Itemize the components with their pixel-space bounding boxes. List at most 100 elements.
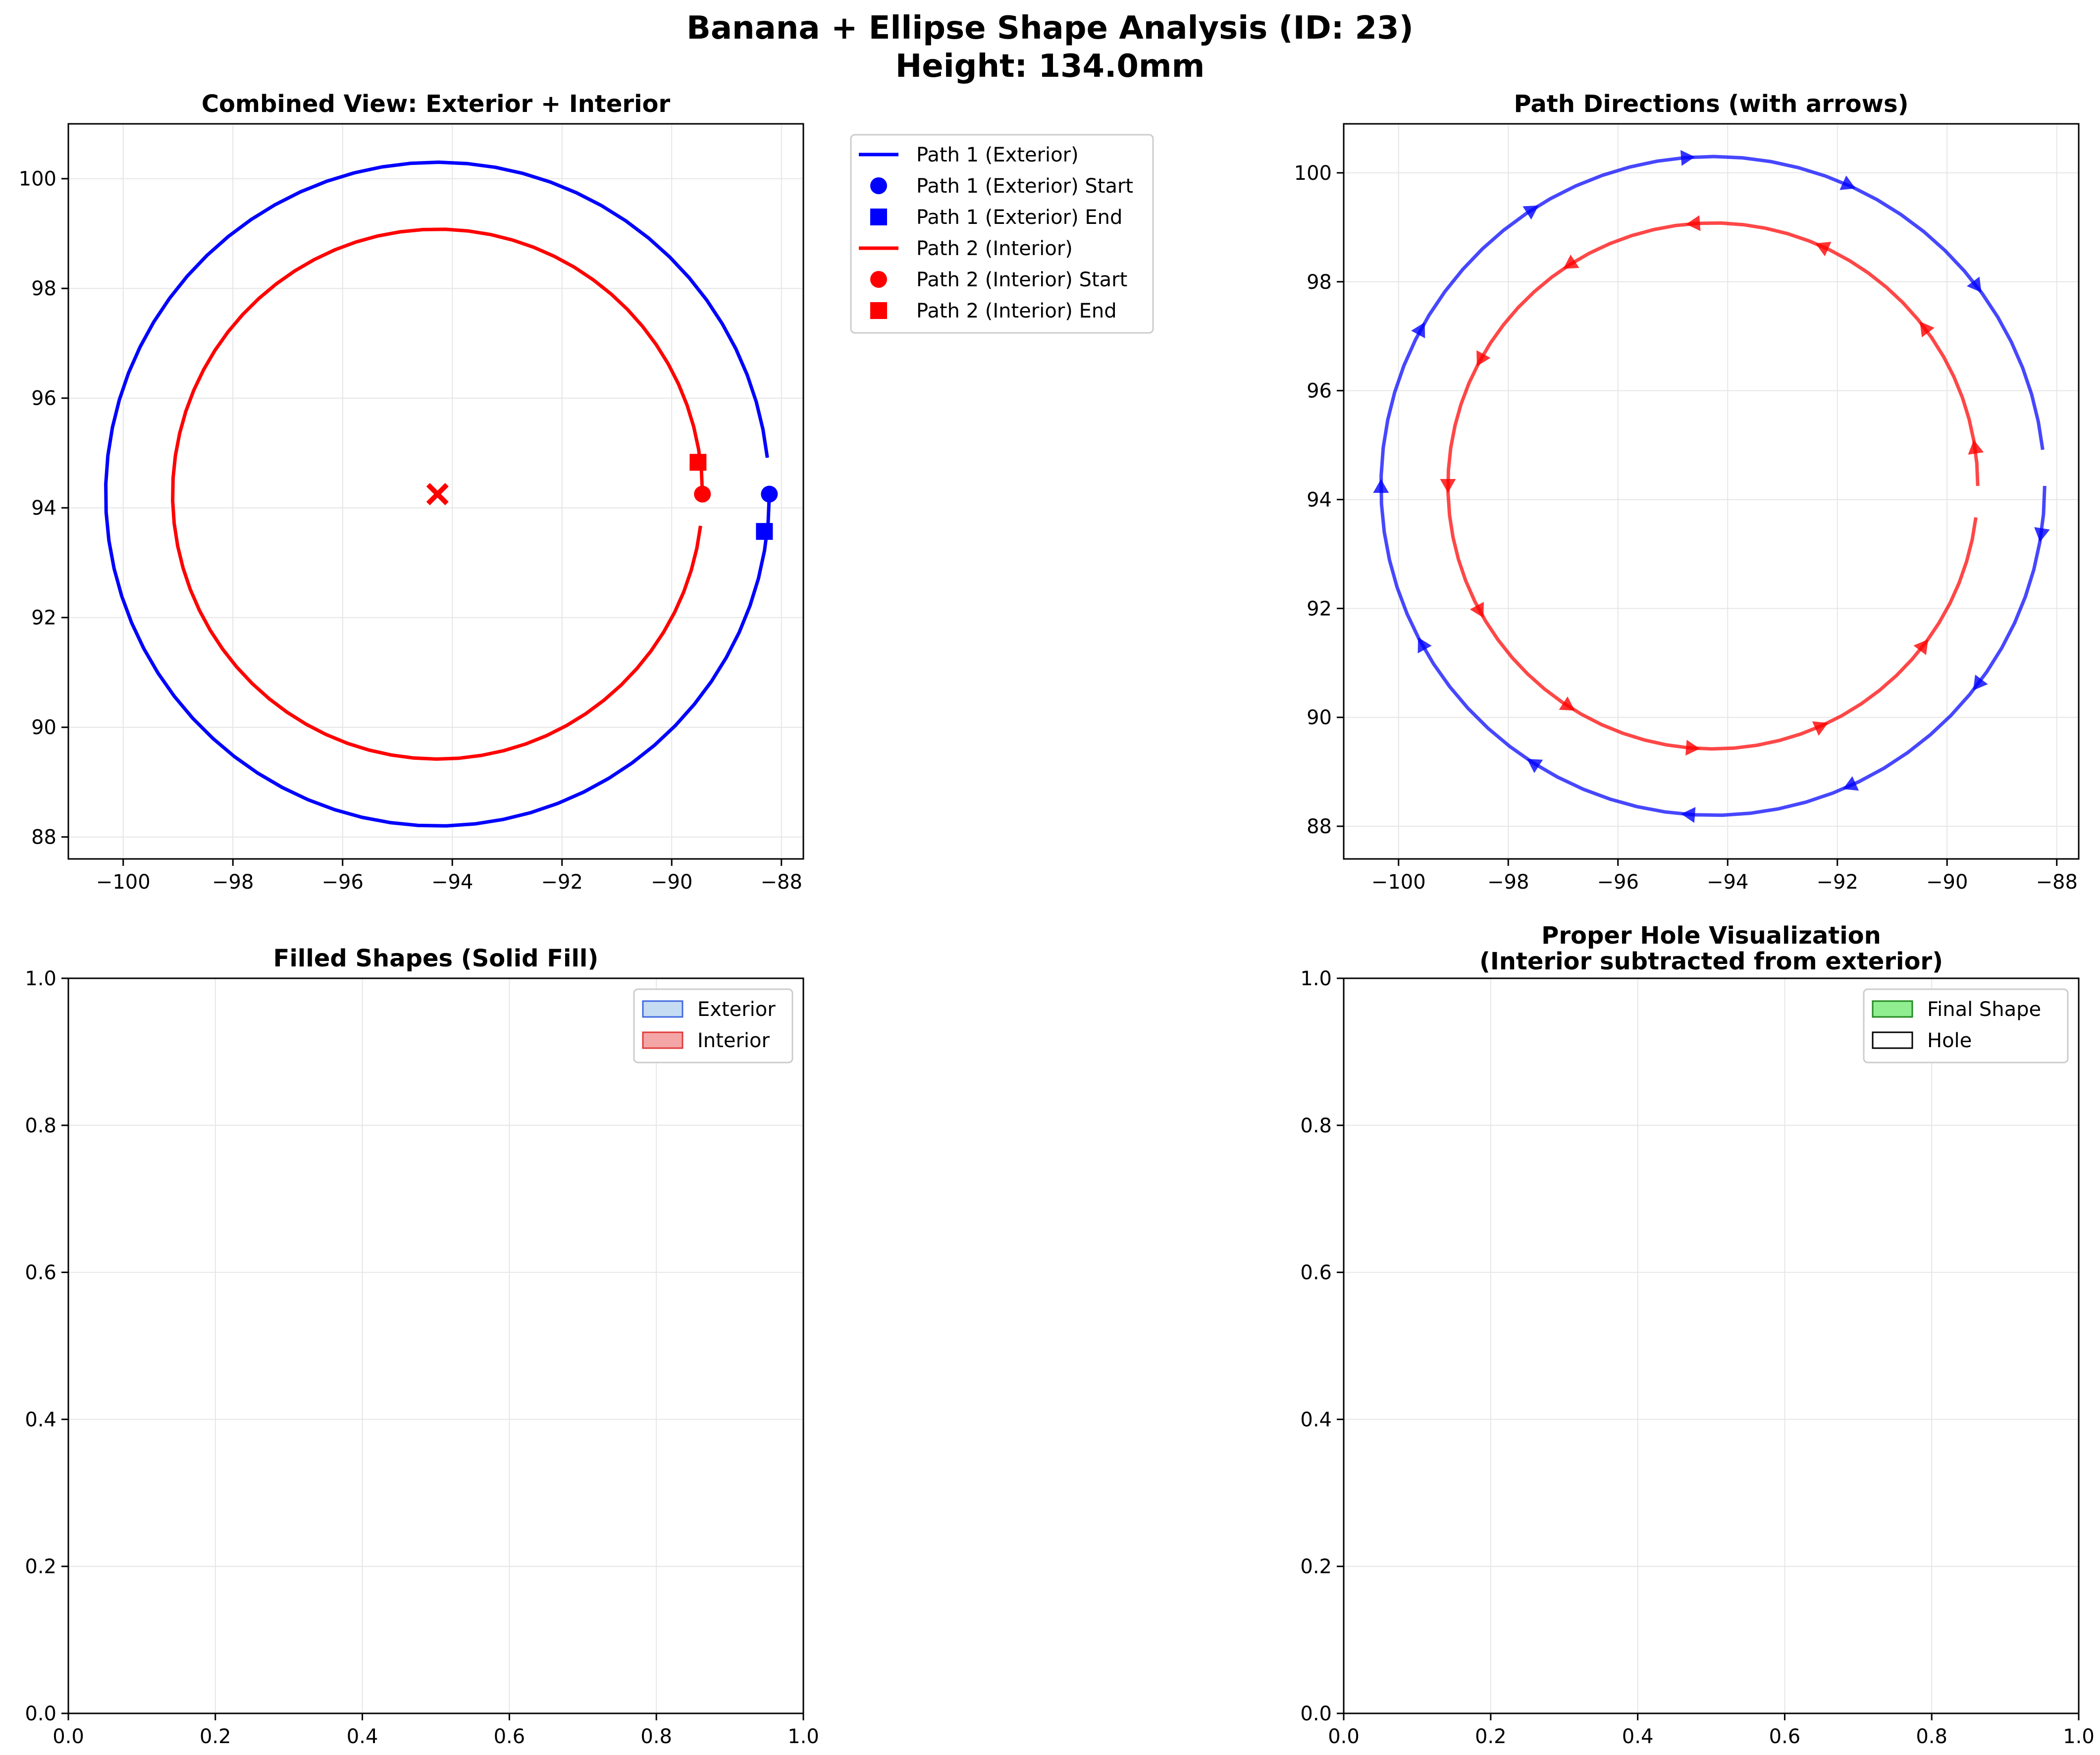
center-x-marker: [426, 483, 449, 506]
legend-label: Path 1 (Exterior) End: [916, 206, 1122, 229]
x-tick-label: −100: [1371, 871, 1426, 894]
interior-start-marker: [694, 485, 711, 503]
legend-box: [850, 134, 1154, 334]
exterior-direction-arrow: [1973, 674, 1988, 691]
interior-direction-arrow: [1815, 242, 1832, 257]
x-tick-label: −88: [760, 871, 802, 894]
x-tick-label: −96: [322, 871, 364, 894]
x-tick-label: −92: [1817, 871, 1858, 894]
interior-direction-arrow: [1685, 740, 1700, 756]
axes-frame: [67, 123, 804, 860]
x-tick-label: −92: [541, 871, 583, 894]
exterior-direction-arrow: [2034, 527, 2050, 542]
exterior-direction-arrow: [1839, 175, 1856, 190]
exterior-direction-arrow: [1967, 276, 1982, 293]
legend-circle-swatch: [870, 271, 887, 288]
legend-patch-swatch: [1872, 1000, 1913, 1018]
legend-box: [1863, 988, 2069, 1064]
combined-view-panel: Combined View: Exterior + Interior −100 −9…: [19, 90, 1154, 894]
x-tick-label: −96: [1597, 871, 1639, 894]
x-tick-label: 0.2: [200, 1725, 231, 1748]
y-tick-label: 0.8: [25, 1115, 56, 1137]
y-tick-label: 0.0: [25, 1702, 56, 1725]
y-tick-label: 98: [31, 277, 56, 300]
exterior-direction-arrow: [1842, 776, 1859, 791]
y-tick-label: 0.2: [1300, 1555, 1332, 1578]
y-tick-label: 1.0: [25, 967, 56, 990]
hole-visualization-panel: Proper Hole Visualization(Interior subtr…: [1300, 922, 2094, 1748]
y-tick-label: 88: [31, 826, 56, 849]
panel-title: Filled Shapes (Solid Fill): [273, 945, 599, 972]
x-tick-label: −98: [212, 871, 254, 894]
x-tick-label: 0.8: [1916, 1725, 1947, 1748]
x-tick-label: −94: [1707, 871, 1748, 894]
legend-square-swatch: [870, 209, 887, 225]
panel-title: Combined View: Exterior + Interior: [202, 90, 671, 118]
panel-title: Proper Hole Visualization: [1541, 922, 1881, 950]
legend-label: Path 2 (Interior): [916, 237, 1073, 260]
x-tick-label: −90: [1926, 871, 1968, 894]
exterior-direction-arrow: [1411, 322, 1425, 338]
x-tick-label: 1.0: [788, 1725, 819, 1748]
exterior-direction-arrow: [1681, 807, 1696, 823]
x-tick-label: 0.0: [1328, 1725, 1360, 1748]
x-tick-label: 0.4: [347, 1725, 378, 1748]
panel-title-line2: (Interior subtracted from exterior): [1479, 948, 1943, 975]
exterior-path-line: [104, 160, 771, 828]
x-tick-label: −88: [2036, 871, 2077, 894]
legend-square-swatch: [870, 302, 887, 319]
y-tick-label: 96: [31, 387, 56, 410]
x-tick-label: −100: [96, 871, 151, 894]
interior-direction-arrow: [1812, 721, 1828, 736]
interior-direction-arrow: [1470, 601, 1484, 618]
exterior-direction-arrow: [1522, 205, 1539, 220]
y-tick-label: 0.0: [1300, 1702, 1332, 1725]
interior-direction-arrow: [1686, 215, 1701, 231]
y-tick-label: 92: [1307, 597, 1332, 620]
x-tick-label: 1.0: [2063, 1725, 2095, 1748]
exterior-direction-arrow: [1680, 150, 1695, 166]
y-tick-label: 0.2: [25, 1555, 56, 1578]
y-tick-label: 98: [1307, 271, 1332, 294]
figure-subtitle: Height: 134.0mm: [895, 48, 1205, 85]
panel-title: Path Directions (with arrows): [1514, 90, 1908, 118]
x-tick-label: 0.0: [52, 1725, 84, 1748]
axes-frame: [67, 977, 804, 1714]
interior-direction-arrow: [1968, 439, 1984, 455]
legend-patch-swatch: [642, 1000, 683, 1018]
x-tick-label: 0.6: [1769, 1725, 1801, 1748]
x-tick-label: −90: [651, 871, 692, 894]
y-tick-label: 90: [31, 716, 56, 739]
filled-shapes-panel: Filled Shapes (Solid Fill) 0.0 0.2 0.4 0.6 0.…: [25, 945, 819, 1748]
legend-patch-swatch: [642, 1031, 683, 1049]
exterior-direction-arrow: [1373, 479, 1389, 493]
x-tick-label: −98: [1487, 871, 1529, 894]
y-tick-label: 92: [31, 607, 56, 630]
y-tick-label: 100: [1294, 162, 1332, 185]
legend-label: Hole: [1927, 1029, 1972, 1052]
axes-frame: [1343, 123, 2080, 860]
y-tick-label: 0.4: [25, 1408, 56, 1431]
y-tick-label: 96: [1307, 380, 1332, 403]
x-tick-label: 0.2: [1475, 1725, 1507, 1748]
axes-frame: [1343, 977, 2080, 1714]
legend-patch-swatch: [1872, 1031, 1913, 1049]
interior-direction-arrow: [1563, 255, 1579, 269]
y-tick-label: 94: [1307, 488, 1332, 511]
y-tick-label: 0.6: [25, 1262, 56, 1284]
interior-path-line: [171, 227, 704, 761]
legend-label: Interior: [697, 1029, 770, 1052]
x-tick-label: 0.6: [494, 1725, 525, 1748]
y-tick-label: 0.6: [1300, 1262, 1332, 1284]
y-tick-label: 1.0: [1300, 967, 1332, 990]
x-tick-label: 0.8: [640, 1725, 672, 1748]
path-directions-panel: Path Directions (with arrows) −100 −98 −96 −…: [1294, 90, 2080, 894]
y-tick-label: 88: [1307, 815, 1332, 838]
y-tick-label: 0.4: [1300, 1408, 1332, 1431]
legend-label: Exterior: [697, 998, 776, 1021]
exterior-start-marker: [761, 485, 778, 503]
interior-direction-arrow: [1440, 479, 1456, 493]
interior-direction-arrow: [1559, 696, 1575, 711]
y-tick-label: 94: [31, 497, 56, 520]
